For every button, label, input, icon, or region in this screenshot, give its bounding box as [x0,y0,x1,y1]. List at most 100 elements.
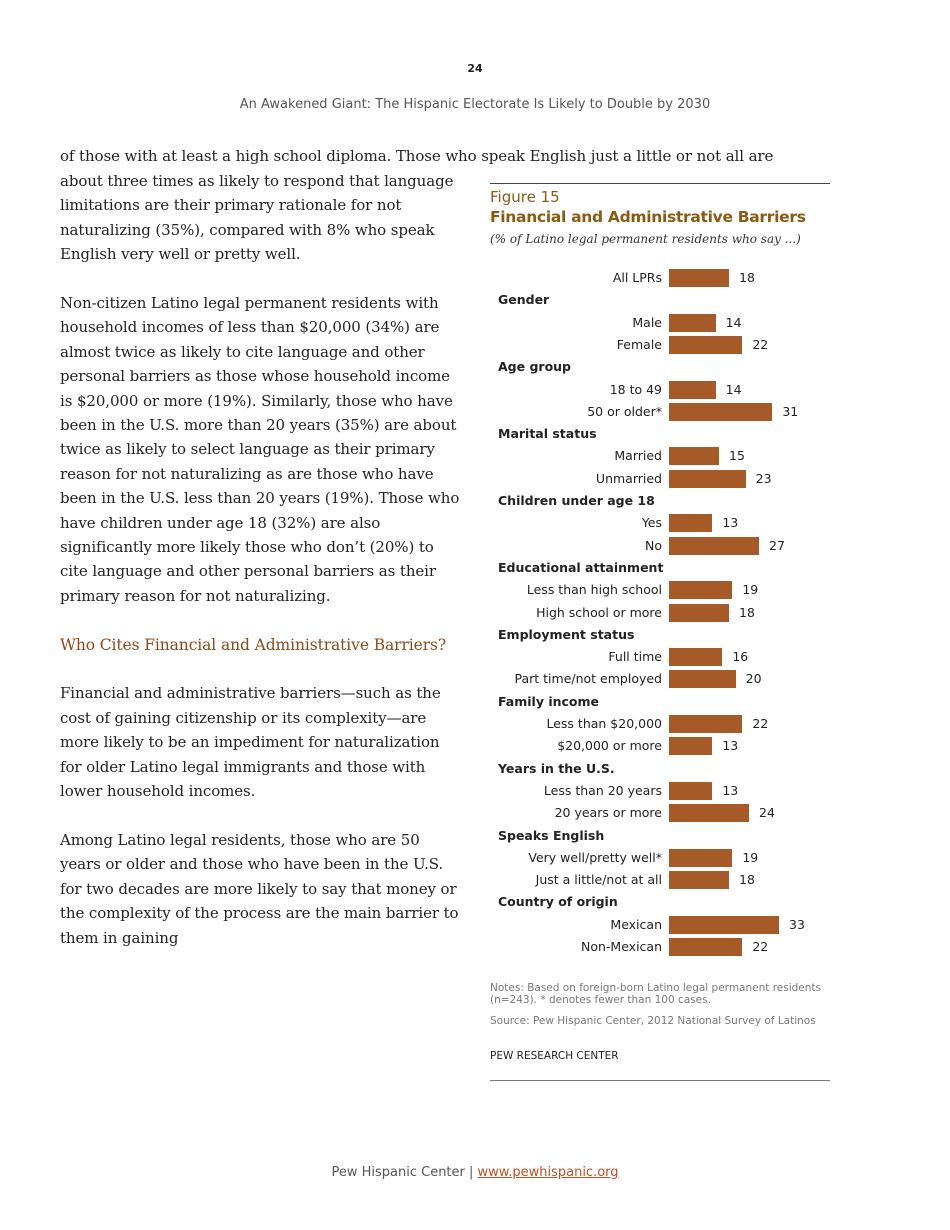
bar-row: Just a little/not at all 18 [490,870,830,890]
bar-row: Full time 16 [490,647,830,667]
footer-org: Pew Hispanic Center | [331,1165,478,1180]
bar [669,737,713,756]
paragraph: Financial and administrative barriers—su… [60,684,441,801]
organization-label: PEW RESEARCH CENTER [490,1050,619,1062]
group-header: Country of origin [498,894,618,910]
bar-row: Less than high school 19 [490,580,830,600]
bar-value-label: 22 [752,716,769,731]
group-header: Age group [498,359,571,375]
bar-label: All LPRs [612,270,662,285]
bar-label: Just a little/not at all [535,872,662,888]
bar-chart: All LPRs 18 Gender Male 14 Female 22 Age group 1… [490,184,830,964]
notes-text: Notes: Based on foreign-born Latino lega… [490,982,822,1006]
bar-row: Mexican 33 [490,915,830,935]
bar-row: Less than $20,000 22 [490,714,830,734]
bar-value-label: 18 [739,270,755,285]
running-head: An Awakened Giant: The Hispanic Electora… [239,97,711,112]
bar-value-label: 14 [725,314,742,330]
paragraph: Non-citizen Latino legal permanent resid… [60,294,460,605]
bar [669,269,729,287]
bar [669,469,746,488]
group-header: Speaks English [498,827,605,843]
page-number: 24 [467,62,483,75]
figure-subtitle: (% of Latino legal permanent residents w… [490,232,801,246]
bar-label: Full time [608,649,662,665]
bar-value-label: 19 [742,849,759,865]
page-footer: Pew Hispanic Center | www.pewhispanic.or… [0,1165,950,1180]
bar [669,447,719,466]
bar-row: Yes 13 [490,513,830,533]
bar [669,938,743,956]
bar-label: Less than high school [526,582,662,598]
bar [669,715,743,733]
paragraph: Among Latino legal residents, those who … [60,830,459,947]
group-header: Gender [498,292,550,308]
bar-row: Very well/pretty well* 19 [490,848,830,868]
group-header: Marital status [498,426,597,442]
bar-row: 18 to 49 14 [490,380,830,400]
bar-value-label: 18 [739,604,755,620]
bar-label: Part time/not employed [514,671,663,687]
bar [669,335,743,354]
bar-value-label: 13 [722,738,739,754]
bar [669,670,736,689]
bar-row: Part time/not employed 20 [490,669,830,689]
group-header: Family income [498,693,600,709]
bar-row: Married 15 [490,446,830,466]
bar-row: No 27 [490,536,830,556]
bar-label: Very well/pretty well* [528,849,662,865]
bar-row: 50 or older* 31 [490,402,830,422]
bar-value-label: 22 [752,939,769,954]
bar-row: Non-Mexican 22 [490,937,830,957]
group-header: Employment status [498,626,635,642]
bar-value-label: 13 [722,782,739,798]
bar-value-label: 20 [745,671,762,687]
section-heading: Who Cites Financial and Administrative B… [60,635,447,654]
bar [669,514,713,533]
bar-label: Unmarried [595,470,662,486]
bar-value-label: 14 [725,381,742,397]
group-header: Educational attainment [498,559,664,575]
bar-label: Less than 20 years [543,782,662,798]
bar-value-label: 33 [789,916,805,932]
bar-value-label: 16 [732,649,749,665]
bar [669,313,716,332]
bar-label: Non-Mexican [580,939,662,954]
bar-label: 20 years or more [554,805,662,821]
bar-label: Mexican [610,916,662,932]
paragraph: about three times as likely to respond t… [60,172,454,264]
bar-value-label: 27 [769,537,785,553]
bar [669,848,733,867]
bar-label: 18 to 49 [609,381,662,397]
bar-value-label: 15 [729,448,745,464]
bar-row: Female 22 [490,335,830,355]
bar-value-label: 13 [722,515,739,531]
body-first-line: of those with at least a high school dip… [60,147,774,165]
bar-label: 50 or older* [587,403,662,419]
bar-label: No [645,537,662,553]
bar [669,648,723,667]
bar-row: High school or more 18 [490,603,830,623]
bar [669,804,749,823]
source-text: Source: Pew Hispanic Center, 2012 Nation… [490,1015,816,1027]
figure-15: Figure 15 Financial and Administrative B… [490,183,830,1081]
bar-row: $20,000 or more 13 [490,736,830,756]
bar-label: High school or more [536,604,662,620]
bar-label: Less than $20,000 [546,716,662,731]
group-header: Children under age 18 [498,493,655,508]
bar-label: Married [614,448,662,464]
bar [669,380,716,399]
bar-value-label: 23 [755,470,772,486]
bar-row: 20 years or more 24 [490,803,830,823]
bar [669,603,729,622]
bar-row: Unmarried 23 [490,469,830,489]
bar [669,781,713,800]
bar-value-label: 19 [742,582,759,598]
group-header: Years in the U.S. [498,760,615,776]
bar-row: All LPRs 18 [490,268,830,288]
bar-value-label: 18 [739,872,755,888]
bar-label: Female [616,336,662,352]
bar-label: Yes [641,515,662,531]
website-link[interactable]: www.pewhispanic.org [477,1165,619,1180]
figure-number: Figure 15 [490,188,560,206]
